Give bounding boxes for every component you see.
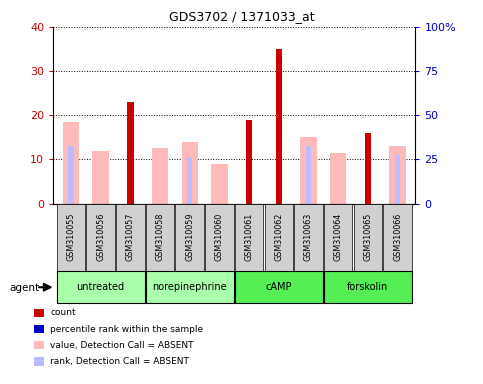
- Bar: [92, 151, 109, 204]
- Bar: [235, 271, 323, 303]
- Bar: [395, 155, 400, 204]
- Text: percentile rank within the sample: percentile rank within the sample: [50, 324, 203, 334]
- Text: GSM310060: GSM310060: [215, 213, 224, 261]
- Text: GSM310063: GSM310063: [304, 213, 313, 261]
- Bar: [63, 122, 79, 204]
- Bar: [146, 271, 234, 303]
- Bar: [275, 49, 282, 204]
- Text: rank, Detection Call = ABSENT: rank, Detection Call = ABSENT: [50, 357, 189, 366]
- Text: count: count: [50, 308, 76, 318]
- Text: GSM310055: GSM310055: [67, 213, 75, 262]
- Bar: [246, 120, 253, 204]
- Bar: [354, 204, 382, 271]
- Bar: [57, 271, 144, 303]
- Bar: [116, 204, 144, 271]
- Bar: [294, 204, 323, 271]
- Bar: [235, 204, 263, 271]
- Text: forskolin: forskolin: [347, 282, 388, 292]
- Text: untreated: untreated: [77, 282, 125, 292]
- Bar: [389, 146, 406, 204]
- Text: GSM310064: GSM310064: [334, 213, 342, 261]
- Bar: [152, 148, 168, 204]
- Bar: [306, 146, 311, 204]
- Bar: [330, 153, 346, 204]
- Bar: [246, 142, 253, 204]
- Bar: [211, 164, 227, 204]
- Text: norepinephrine: norepinephrine: [153, 282, 227, 292]
- Text: GSM310059: GSM310059: [185, 213, 194, 262]
- Bar: [205, 204, 234, 271]
- Text: cAMP: cAMP: [266, 282, 292, 292]
- Bar: [265, 204, 293, 271]
- Bar: [127, 133, 134, 204]
- Text: GSM310065: GSM310065: [363, 213, 372, 261]
- Bar: [175, 204, 204, 271]
- Text: GSM310061: GSM310061: [244, 213, 254, 261]
- Bar: [187, 157, 192, 204]
- Text: value, Detection Call = ABSENT: value, Detection Call = ABSENT: [50, 341, 194, 350]
- Bar: [127, 102, 134, 204]
- Bar: [324, 271, 412, 303]
- Text: GSM310062: GSM310062: [274, 213, 284, 261]
- Text: GSM310056: GSM310056: [96, 213, 105, 261]
- Text: GSM310066: GSM310066: [393, 213, 402, 261]
- Bar: [275, 120, 282, 204]
- Text: GDS3702 / 1371033_at: GDS3702 / 1371033_at: [169, 10, 314, 23]
- Bar: [365, 133, 371, 204]
- Text: GSM310057: GSM310057: [126, 213, 135, 262]
- Text: GSM310058: GSM310058: [156, 213, 165, 261]
- Bar: [365, 146, 371, 204]
- Bar: [384, 204, 412, 271]
- Bar: [86, 204, 115, 271]
- Bar: [68, 146, 73, 204]
- Bar: [146, 204, 174, 271]
- Text: agent: agent: [10, 283, 40, 293]
- Bar: [324, 204, 353, 271]
- Bar: [300, 137, 317, 204]
- Bar: [182, 142, 198, 204]
- Bar: [57, 204, 85, 271]
